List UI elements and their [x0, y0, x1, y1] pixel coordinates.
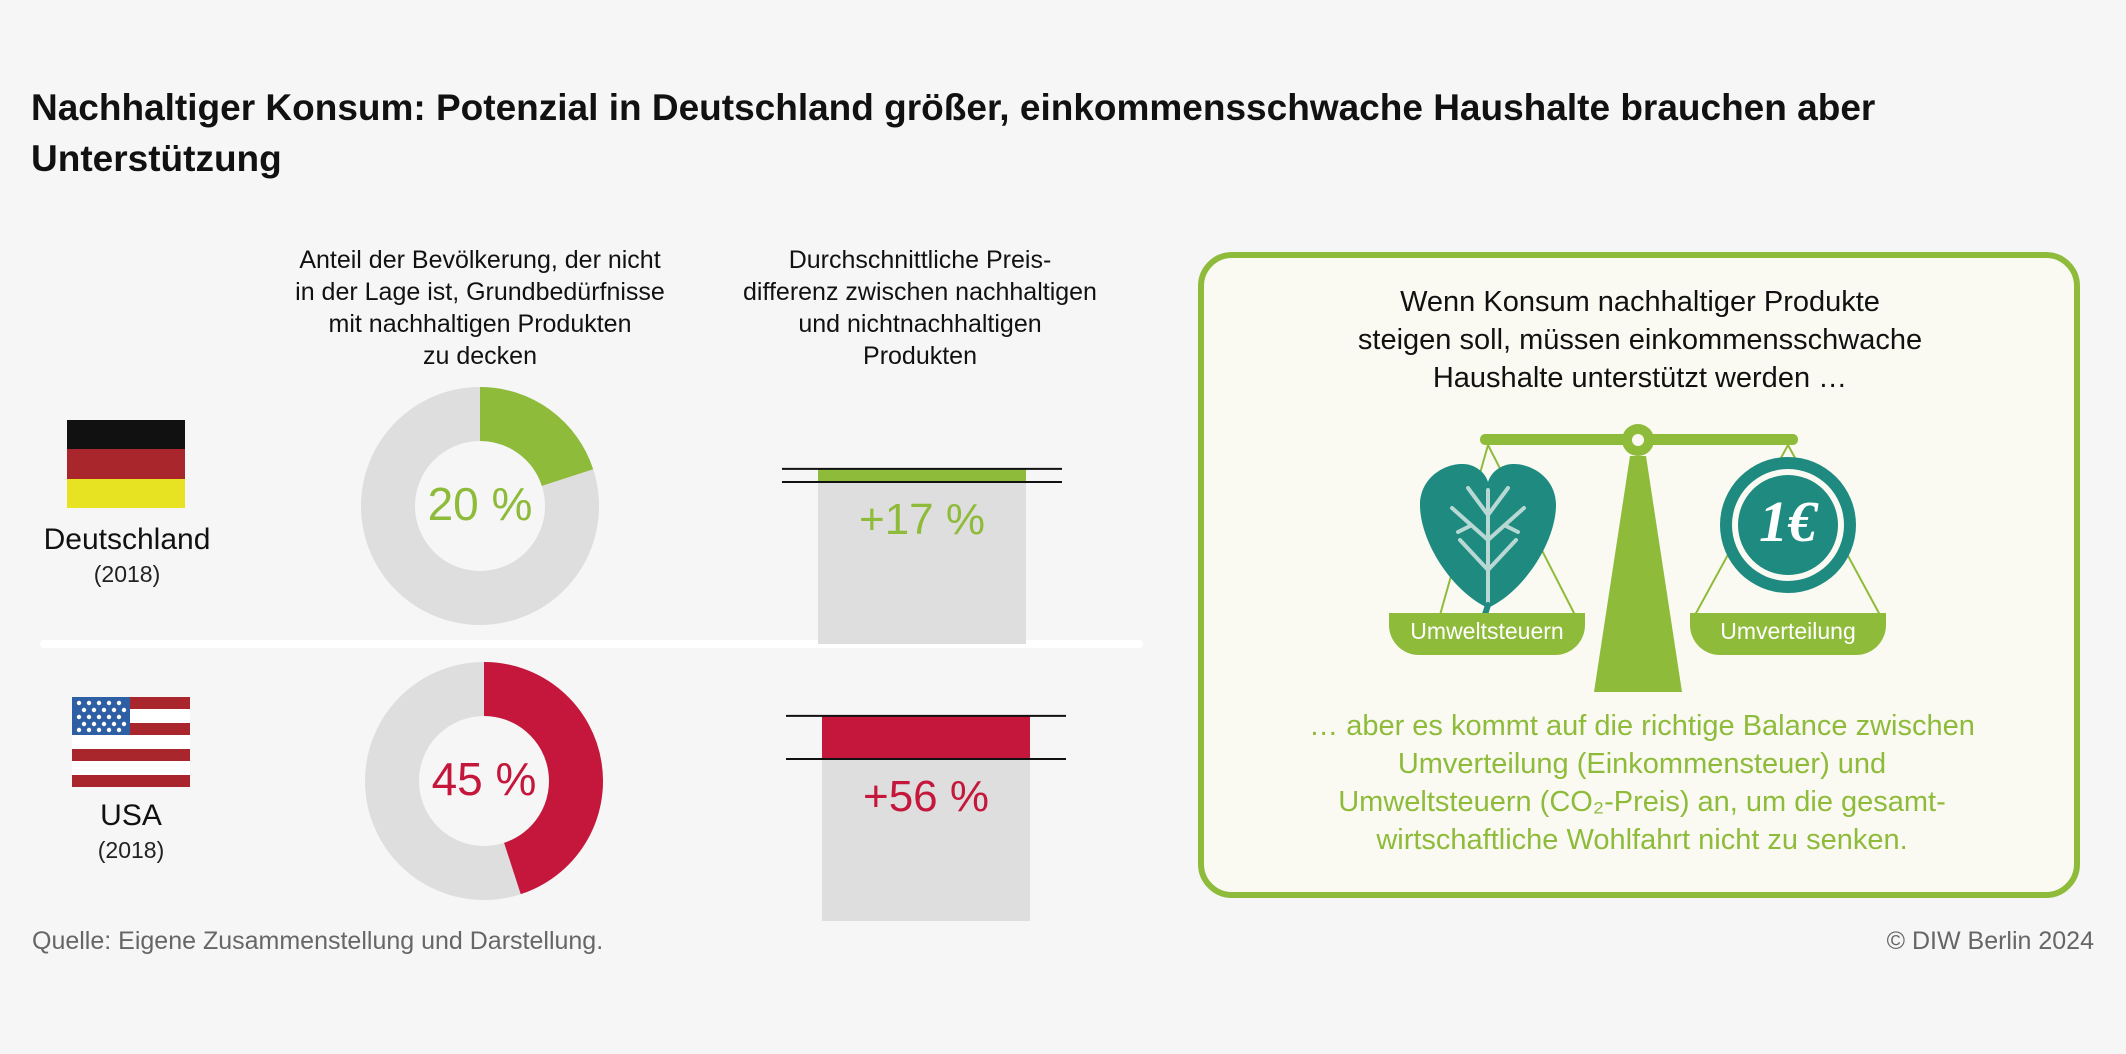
page-title: Nachhaltiger Konsum: Potenzial in Deutsc…	[31, 87, 1876, 179]
price-base-bar	[818, 482, 1026, 644]
country-year: (2018)	[93, 561, 161, 587]
donut-segment-usa	[483, 662, 603, 895]
usa-flag-icon	[72, 697, 190, 787]
panel-top-text: Wenn Konsum nachhaltiger Produkte steige…	[1357, 286, 1923, 394]
coin-label: 1€	[1759, 489, 1817, 554]
panel-bottom-text: … aber es kommt auf die richtige Balance…	[1309, 710, 1975, 856]
country-germany: Deutschland (2018)	[0, 521, 257, 589]
share-column-header: Anteil der Bevölkerung, der nicht in der…	[295, 246, 665, 370]
country-name: USA	[100, 799, 162, 832]
row-divider	[40, 640, 1143, 648]
copyright-note: © DIW Berlin 2024	[1886, 927, 2094, 955]
right-pan-label: Umverteilung	[1720, 618, 1856, 644]
source-note: Quelle: Eigene Zusammenstellung und Dars…	[32, 927, 604, 955]
country-year: (2018)	[97, 837, 165, 863]
price-value-label: +56 %	[863, 772, 989, 821]
donut-segment-deutschland	[478, 387, 594, 487]
euro-coin-icon	[1720, 457, 1856, 593]
country-name: Deutschland	[43, 523, 211, 556]
germany-flag-icon	[67, 420, 185, 508]
balance-scale-icon	[1420, 424, 1881, 692]
left-scale-pan	[1389, 613, 1585, 655]
donut-value-label: 20 %	[428, 478, 533, 530]
left-pan-label: Umweltsteuern	[1410, 618, 1564, 644]
price-column-header: Durchschnittliche Preis- differenz zwisc…	[743, 246, 1097, 370]
price-premium-bar-usa	[822, 715, 1030, 759]
leaf-icon	[1420, 464, 1556, 633]
donut-value-label: 45 %	[432, 753, 537, 805]
price-value-label: +17 %	[859, 495, 985, 544]
country-usa: USA (2018)	[1, 797, 261, 865]
price-base-bar	[822, 759, 1030, 921]
price-premium-bar-deutschland	[818, 468, 1026, 482]
right-scale-pan	[1690, 613, 1886, 655]
